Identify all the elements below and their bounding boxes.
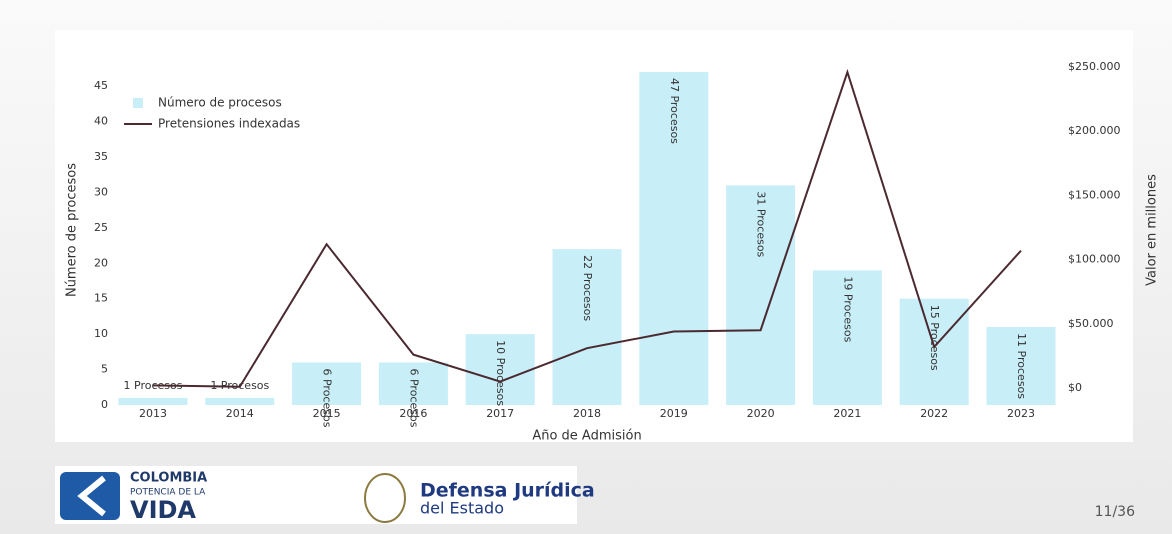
y-tick-label: 40: [94, 115, 108, 128]
x-tick-label: 2022: [920, 407, 948, 420]
y2-tick-label: $50.000: [1068, 317, 1114, 330]
x-tick-label: 2020: [747, 407, 775, 420]
x-tick-label: 2014: [226, 407, 254, 420]
bar: [639, 71, 709, 405]
y-axis-title: Número de procesos: [65, 163, 80, 297]
y2-tick-label: $0: [1068, 381, 1082, 394]
y2-axis-title: Valor en millones: [1145, 174, 1160, 286]
x-tick-label: 2023: [1007, 407, 1035, 420]
y-tick-label: 20: [94, 256, 108, 269]
logo-text: VIDA: [130, 496, 196, 524]
data-label: 22 Procesos: [581, 255, 594, 321]
logo-text: POTENCIA DE LA: [130, 488, 206, 498]
bar: [812, 270, 882, 405]
data-label: 47 Procesos: [668, 78, 681, 144]
y-tick-label: 30: [94, 185, 108, 198]
data-label: 31 Procesos: [755, 191, 768, 257]
x-tick-label: 2018: [573, 407, 601, 420]
bar: [986, 327, 1056, 405]
y-tick-label: 10: [94, 327, 108, 340]
bar: [292, 362, 362, 405]
y-tick-label: 15: [94, 292, 108, 305]
shield-icon: [364, 473, 406, 523]
y2-tick-label: $250.000: [1068, 60, 1121, 73]
data-label: 11 Procesos: [1015, 333, 1028, 399]
data-label: 6 Procesos: [407, 368, 420, 427]
legend-label: Número de procesos: [158, 96, 282, 110]
logo-mark: [77, 475, 106, 517]
bar: [726, 185, 796, 405]
bar: [899, 298, 969, 405]
x-axis-title: Año de Admisión: [532, 429, 641, 444]
legend-swatch: [133, 98, 143, 108]
y2-tick-label: $150.000: [1068, 188, 1121, 201]
y2-tick-label: $100.000: [1068, 253, 1121, 266]
bar: [552, 249, 622, 405]
bar: [205, 397, 275, 405]
bar: [465, 334, 535, 405]
y2-tick-label: $200.000: [1068, 124, 1121, 137]
data-label: 19 Procesos: [841, 276, 854, 342]
x-tick-label: 2019: [660, 407, 688, 420]
bar: [378, 362, 448, 405]
y-tick-label: 25: [94, 221, 108, 234]
logo-icon: [60, 472, 120, 520]
y-tick-label: 45: [94, 79, 108, 92]
logo-text: del Estado: [420, 499, 504, 518]
x-tick-label: 2021: [833, 407, 861, 420]
x-tick-label: 2017: [486, 407, 514, 420]
data-label: 15 Procesos: [928, 305, 941, 371]
data-label: 6 Procesos: [321, 368, 334, 427]
x-tick-label: 2016: [399, 407, 427, 420]
footer-logos: [55, 466, 577, 524]
x-tick-label: 2013: [139, 407, 167, 420]
y-tick-label: 35: [94, 150, 108, 163]
x-tick-label: 2015: [313, 407, 341, 420]
logo-text: Defensa Jurídica: [420, 480, 595, 502]
y-tick-label: 5: [101, 363, 108, 376]
chart: 0 5 10 15 20 25 30 35 40 45 $0 $50.000 $100.000 $150.…: [65, 60, 1160, 444]
logo-text: COLOMBIA: [130, 471, 207, 486]
y-tick-label: 0: [101, 398, 108, 411]
bar: [118, 397, 188, 405]
legend-label: Pretensiones indexadas: [158, 117, 300, 131]
line: [152, 68, 1022, 388]
data-label: 10 Procesos: [494, 340, 507, 406]
page-number: 11/36: [1095, 504, 1135, 520]
